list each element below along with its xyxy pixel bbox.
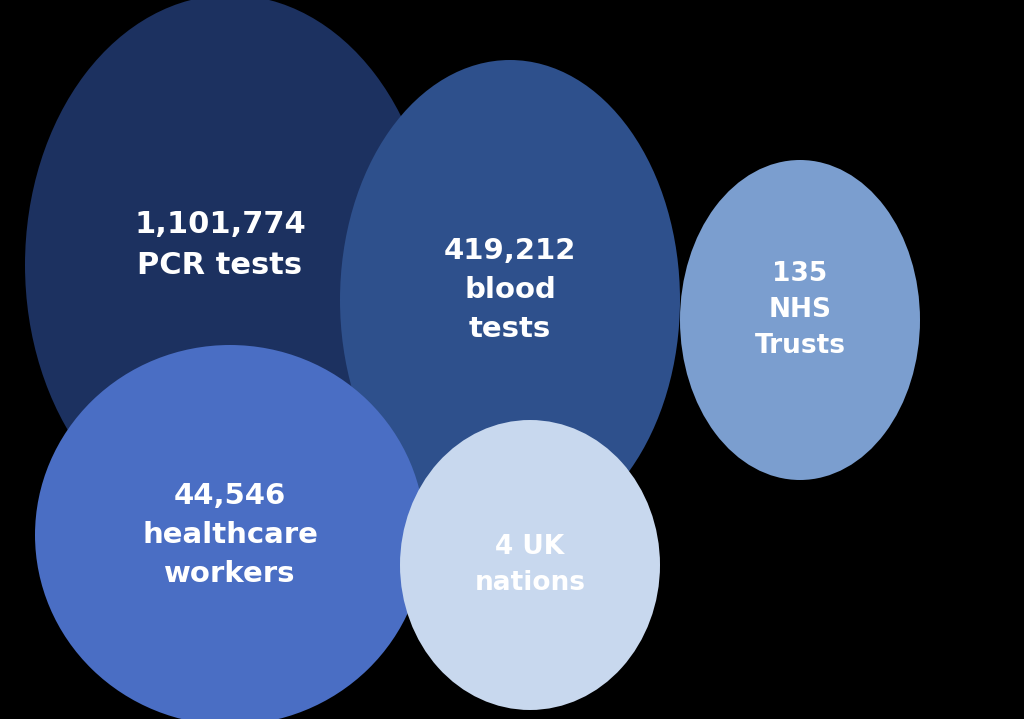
Ellipse shape — [35, 345, 425, 719]
Ellipse shape — [400, 420, 660, 710]
Text: 44,546
healthcare
workers: 44,546 healthcare workers — [142, 482, 317, 588]
Text: 4 UK
nations: 4 UK nations — [474, 534, 586, 596]
Text: 1,101,774
PCR tests: 1,101,774 PCR tests — [134, 210, 306, 280]
Ellipse shape — [25, 0, 435, 535]
Ellipse shape — [680, 160, 920, 480]
Text: 135
NHS
Trusts: 135 NHS Trusts — [755, 261, 846, 359]
Text: 419,212
blood
tests: 419,212 blood tests — [443, 237, 577, 343]
Ellipse shape — [340, 60, 680, 540]
